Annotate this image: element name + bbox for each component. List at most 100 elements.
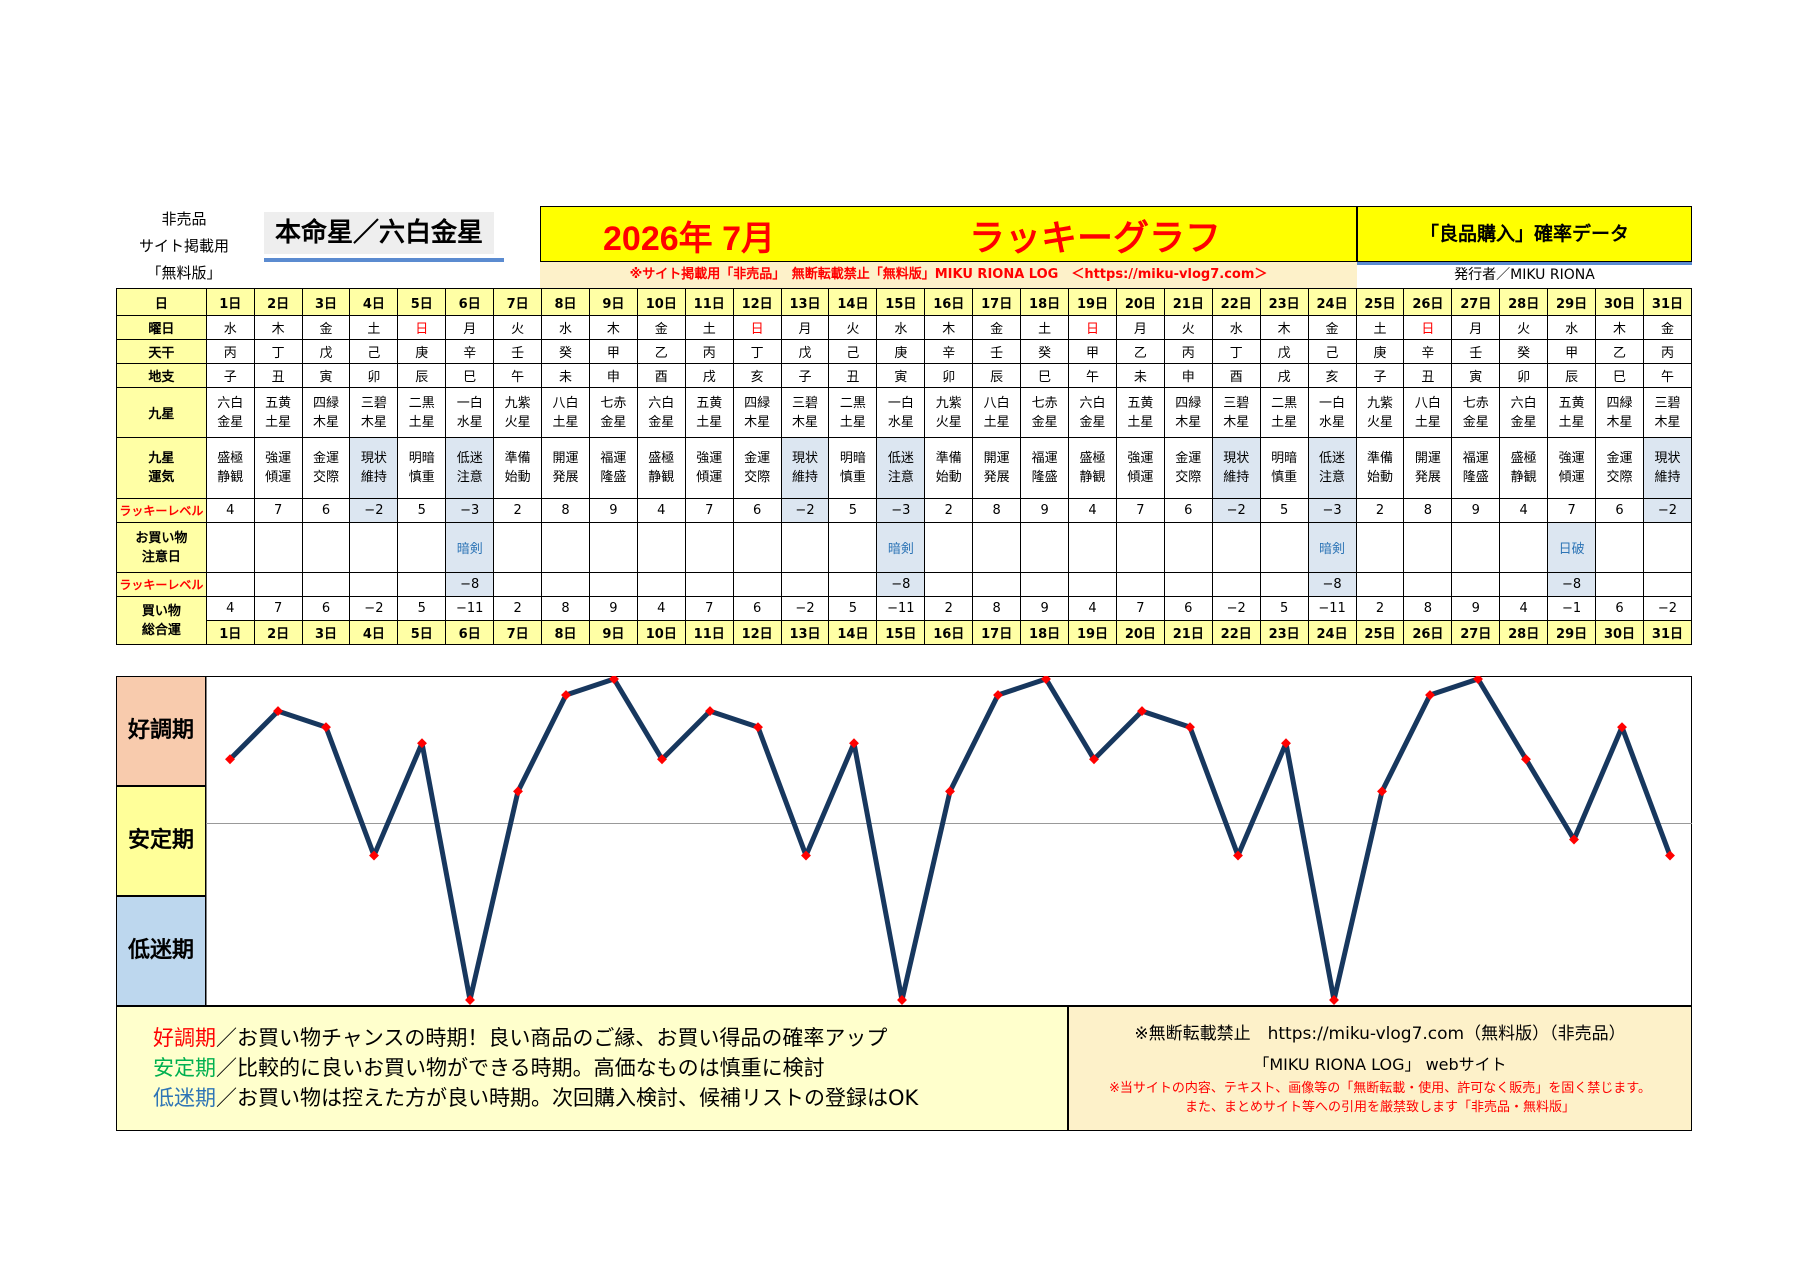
- tenkan-cell: 辛: [924, 339, 974, 364]
- total-cell: 7: [684, 596, 734, 621]
- day-cell: 14日: [828, 620, 878, 645]
- cell-line: 木星: [360, 414, 387, 430]
- chishi-cell: 辰: [972, 363, 1022, 388]
- weekday-cell: 金: [1642, 315, 1693, 340]
- day-cell: 3日: [301, 288, 351, 316]
- chishi-cell: 戌: [684, 363, 734, 388]
- cell-line: 現状: [1654, 451, 1681, 466]
- day-cell: 14日: [828, 288, 878, 316]
- cell-line: 八白: [1414, 395, 1441, 411]
- lucky-level-cell: 4: [1068, 498, 1117, 523]
- caution-cell: [684, 522, 734, 573]
- kyusei-cell: 九紫 火星: [924, 387, 974, 438]
- data-point: [225, 754, 235, 765]
- caution-cell: [1068, 522, 1117, 573]
- cell-line: 慎重: [1271, 470, 1298, 485]
- day-cell: 2日: [253, 620, 303, 645]
- tenkan-cell: 甲: [1547, 339, 1597, 364]
- day-cell: 23日: [1259, 288, 1309, 316]
- weekday-cell: 日: [732, 315, 782, 340]
- day-cell: 24日: [1307, 620, 1357, 645]
- cell-line: 維持: [1654, 470, 1681, 485]
- data-point: [561, 690, 571, 700]
- row-label: 九星: [116, 387, 207, 438]
- row-label: 九星 運気: [116, 437, 207, 499]
- cell-line: 四緑: [1175, 395, 1202, 411]
- tenkan-cell: 戊: [1259, 339, 1309, 364]
- cell-line: 三碧: [1654, 395, 1681, 411]
- tenkan-cell: 丁: [1211, 339, 1261, 364]
- caution-cell: [1355, 522, 1405, 573]
- data-point: [1473, 676, 1483, 684]
- day-cell: 25日: [1355, 620, 1405, 645]
- lucky-level2-cell: [1451, 572, 1501, 597]
- kyusei-cell: 四緑 木星: [1595, 387, 1644, 438]
- legend-text: ／お買い物チャンスの時期！良い商品のご縁、お買い得品の確率アップ: [216, 1026, 888, 1050]
- row-label-line: 運気: [148, 470, 175, 485]
- day-cell: 21日: [1163, 620, 1213, 645]
- cell-line: 傾運: [696, 470, 723, 485]
- data-point: [753, 722, 763, 733]
- row-label: 地支: [116, 363, 207, 388]
- zone-good: 好調期: [116, 676, 206, 786]
- tenkan-cell: 丙: [1642, 339, 1693, 364]
- day-cell: 10日: [636, 288, 686, 316]
- chishi-cell: 卯: [924, 363, 974, 388]
- kyusei-cell: 六白 金星: [636, 387, 686, 438]
- lucky-level-cell: 2: [493, 498, 543, 523]
- lucky-level2-cell: [1642, 572, 1693, 597]
- cell-line: 準備: [1366, 451, 1393, 466]
- caution-cell: [1020, 522, 1070, 573]
- tenkan-cell: 丁: [732, 339, 782, 364]
- warning-line: また、まとめサイト等への引用を厳禁致します「非売品・無料版」: [1184, 1100, 1575, 1115]
- cell-line: 一白: [456, 395, 483, 411]
- copyright-line: ※無断転載禁止 https://miku-vlog7.com（無料版）（非売品）: [1134, 1024, 1626, 1044]
- weekday-cell: 水: [876, 315, 926, 340]
- day-cell: 30日: [1595, 288, 1644, 316]
- tenkan-cell: 戊: [301, 339, 351, 364]
- cell-line: 三碧: [792, 395, 819, 411]
- unki-cell: 明暗 慎重: [1259, 437, 1309, 499]
- data-point: [945, 786, 955, 797]
- day-cell: 31日: [1642, 620, 1693, 645]
- plot-area: [205, 676, 1692, 1006]
- weekday-cell: 水: [541, 315, 590, 340]
- day-cell: 4日: [349, 288, 399, 316]
- data-title: 「良品購入」確率データ: [1357, 206, 1692, 262]
- weekday-cell: 金: [972, 315, 1022, 340]
- tenkan-cell: 壬: [972, 339, 1022, 364]
- tenkan-cell: 丙: [1163, 339, 1213, 364]
- chishi-cell: 丑: [253, 363, 303, 388]
- kyusei-cell: 三碧 木星: [780, 387, 830, 438]
- data-point: [1665, 850, 1675, 861]
- weekday-cell: 火: [1499, 315, 1549, 340]
- tenkan-cell: 戊: [780, 339, 830, 364]
- edition-note: 非売品 サイト掲載用 「無料版」: [116, 206, 252, 288]
- cell-line: 交際: [312, 470, 339, 485]
- unki-cell: 強運 傾運: [253, 437, 303, 499]
- lucky-level2-cell: [1595, 572, 1644, 597]
- kyusei-cell: 九紫 火星: [493, 387, 543, 438]
- unki-cell: 金運 交際: [1163, 437, 1213, 499]
- tenkan-cell: 壬: [1451, 339, 1501, 364]
- lucky-level2-cell: [1163, 572, 1213, 597]
- cell-line: 強運: [1127, 451, 1154, 466]
- tenkan-cell: 甲: [1068, 339, 1117, 364]
- total-cell: 9: [1020, 596, 1070, 621]
- data-point: [1377, 786, 1387, 797]
- lucky-level2-cell: −8: [1547, 572, 1597, 597]
- legend-term: 安定期: [153, 1056, 216, 1080]
- caution-cell: [397, 522, 447, 573]
- tenkan-cell: 庚: [1355, 339, 1405, 364]
- caution-cell: [1259, 522, 1309, 573]
- weekday-cell: 金: [301, 315, 351, 340]
- caution-cell: [493, 522, 543, 573]
- cell-line: 福運: [1462, 451, 1489, 466]
- data-point: [1185, 722, 1195, 733]
- day-cell: 7日: [493, 288, 543, 316]
- weekday-cell: 木: [924, 315, 974, 340]
- issuer-text: 発行者／MIKU RIONA: [1454, 267, 1595, 283]
- day-cell: 2日: [253, 288, 303, 316]
- lucky-level-cell: −2: [1211, 498, 1261, 523]
- cell-line: 維持: [1223, 470, 1250, 485]
